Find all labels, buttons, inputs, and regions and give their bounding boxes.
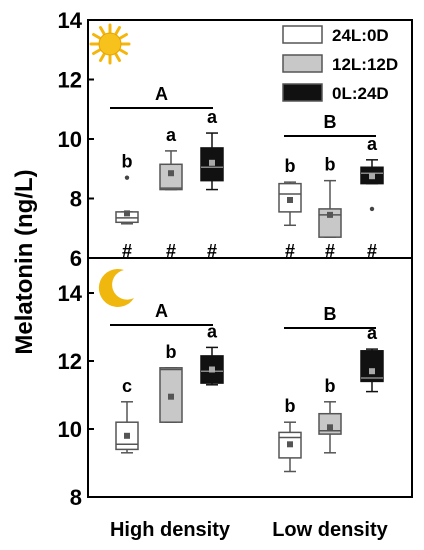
legend-label: 12L:12D	[332, 55, 398, 74]
sun-icon-ray	[99, 52, 106, 62]
box-significance-letter: a	[207, 107, 218, 127]
box-significance-letter: b	[122, 152, 133, 172]
group-significance-letter: A	[155, 84, 168, 104]
box-12L:12D	[318, 208, 342, 238]
difference-mark: #	[166, 241, 176, 261]
box-significance-letter: c	[122, 376, 132, 396]
box-significance-letter: a	[367, 323, 378, 343]
box-mean-marker	[327, 211, 333, 218]
box-significance-letter: b	[166, 342, 177, 362]
box-mean-marker	[168, 170, 174, 177]
box-mean-marker	[369, 173, 375, 180]
box-significance-letter: a	[207, 321, 218, 341]
y-tick-label: 12	[58, 68, 82, 93]
box-mean-marker	[209, 159, 215, 166]
sun-icon-ray	[118, 48, 128, 55]
box-mean-marker	[327, 424, 333, 431]
group-significance-letter: B	[324, 304, 337, 324]
difference-mark: #	[367, 241, 377, 261]
box-12L:12D	[318, 412, 342, 435]
box-significance-letter: b	[325, 155, 336, 175]
difference-mark: #	[325, 241, 335, 261]
legend-label: 24L:0D	[332, 26, 389, 45]
group-significance-letter: B	[324, 112, 337, 132]
group-significance-letter: A	[155, 301, 168, 321]
y-tick-label: 6	[70, 246, 82, 271]
y-tick-label: 14	[58, 281, 83, 306]
box-mean-marker	[369, 368, 375, 375]
box-outlier	[369, 206, 375, 212]
box-significance-letter: b	[285, 156, 296, 176]
x-category-label: High density	[110, 519, 231, 541]
sun-icon-ray	[118, 33, 128, 40]
box-mean-marker	[209, 366, 215, 373]
box-mean-marker	[124, 432, 130, 439]
box-significance-letter: a	[367, 134, 378, 154]
box-significance-letter: b	[325, 376, 336, 396]
legend-label: 0L:24D	[332, 84, 389, 103]
difference-mark: #	[122, 241, 132, 261]
box-0L:24D	[360, 350, 384, 383]
box-significance-letter: b	[285, 396, 296, 416]
sun-icon-ray	[114, 52, 121, 62]
sun-icon-ray	[114, 26, 121, 36]
y-tick-label: 14	[58, 8, 83, 33]
box-mean-marker	[287, 196, 293, 203]
y-axis-label: Melatonin (ng/L)	[11, 169, 38, 354]
box-mean-marker	[124, 210, 130, 217]
x-category-label: Low density	[272, 519, 388, 541]
box-mean-marker	[287, 441, 293, 448]
box-mean-marker	[168, 393, 174, 400]
box-significance-letter: a	[166, 125, 177, 145]
difference-mark: #	[207, 241, 217, 261]
y-tick-label: 10	[58, 417, 82, 442]
sun-icon	[98, 32, 122, 56]
y-tick-label: 8	[70, 485, 82, 510]
moon-icon	[98, 268, 134, 307]
difference-mark: #	[285, 241, 295, 261]
sun-icon-ray	[99, 26, 106, 36]
sun-icon-ray	[92, 48, 102, 55]
y-tick-label: 12	[58, 349, 82, 374]
legend-swatch-0L:24D	[282, 83, 323, 102]
legend-swatch-24L:0D	[282, 25, 323, 44]
box-outlier	[124, 175, 130, 180]
sun-icon-ray	[92, 33, 102, 40]
box-12L:12D	[159, 163, 183, 191]
y-tick-label: 10	[58, 127, 82, 152]
legend-swatch-12L:12D	[282, 54, 323, 73]
y-tick-label: 8	[70, 187, 82, 212]
